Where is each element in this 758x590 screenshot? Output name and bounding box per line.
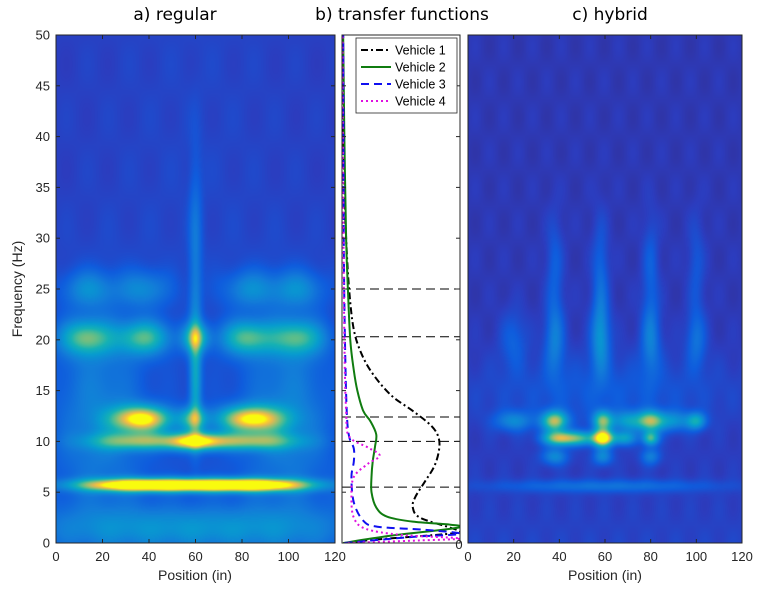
x-tick-label: 20	[95, 549, 109, 564]
panel-c-title: c) hybrid	[572, 5, 648, 25]
legend-label: Vehicle 4	[395, 95, 446, 109]
x-tick-label: 20	[506, 549, 520, 564]
panel-b: 0 Vehicle 1 Vehicle 2 Vehicle 3 Vehicle 4	[341, 34, 463, 552]
panel-a-heatmap-container	[56, 35, 335, 543]
x-tick-label: 60	[598, 549, 612, 564]
y-tick-label: 10	[36, 434, 50, 449]
x-tick-label: 100	[685, 549, 707, 564]
y-tick-label: 40	[36, 129, 50, 144]
y-tick-label: 35	[36, 180, 50, 195]
panel-b-title: b) transfer functions	[315, 5, 489, 25]
x-tick-label: 120	[731, 549, 753, 564]
x-tick-label: 40	[142, 549, 156, 564]
x-tick-label: 0	[455, 537, 462, 552]
legend-label: Vehicle 3	[395, 78, 446, 92]
y-tick-label: 5	[43, 485, 50, 500]
panel-b-curves	[342, 35, 460, 543]
x-tick-label: 0	[464, 549, 471, 564]
y-tick-label: 30	[36, 231, 50, 246]
panel-c-heatmap	[468, 35, 742, 543]
series-line-vehicle-1	[342, 35, 460, 543]
panel-a-xlabel: Position (in)	[158, 567, 232, 583]
panel-a-axes: 0 20 40 60 80 100 120 0 5 10 15 20 25 30 35 40 45 50	[36, 28, 346, 565]
panel-a: 0 20 40 60 80 100 120 0 5 10 15 20 25 30 35 40 45 50 Posi…	[9, 28, 346, 584]
panel-a-title: a) regular	[133, 5, 216, 25]
panel-b-axes: 0	[342, 34, 463, 552]
y-tick-label: 25	[36, 282, 50, 297]
panel-a-heatmap	[56, 35, 335, 543]
legend-label: Vehicle 2	[395, 61, 446, 75]
x-tick-label: 0	[52, 549, 59, 564]
series-line-vehicle-2	[342, 35, 460, 543]
panel-c-heatmap-container	[468, 35, 742, 543]
x-tick-label: 80	[643, 549, 657, 564]
panel-c: 0 20 40 60 80 100 120 Position (in)	[464, 34, 753, 583]
panel-a-ylabel: Frequency (Hz)	[9, 241, 25, 337]
x-tick-label: 40	[552, 549, 566, 564]
y-tick-label: 0	[43, 536, 50, 551]
x-tick-label: 100	[278, 549, 300, 564]
x-tick-label: 60	[188, 549, 202, 564]
y-tick-label: 20	[36, 332, 50, 347]
series-line-vehicle-4	[342, 35, 460, 543]
x-tick-label: 80	[235, 549, 249, 564]
y-tick-label: 15	[36, 383, 50, 398]
panel-c-axes: 0 20 40 60 80 100 120	[464, 35, 753, 564]
legend: Vehicle 1 Vehicle 2 Vehicle 3 Vehicle 4	[355, 37, 458, 114]
panel-c-xlabel: Position (in)	[568, 567, 642, 583]
y-tick-label: 45	[36, 78, 50, 93]
series-line-vehicle-3	[342, 35, 460, 543]
x-tick-label: 120	[324, 549, 346, 564]
legend-label: Vehicle 1	[395, 44, 446, 58]
y-tick-label: 50	[36, 28, 50, 43]
